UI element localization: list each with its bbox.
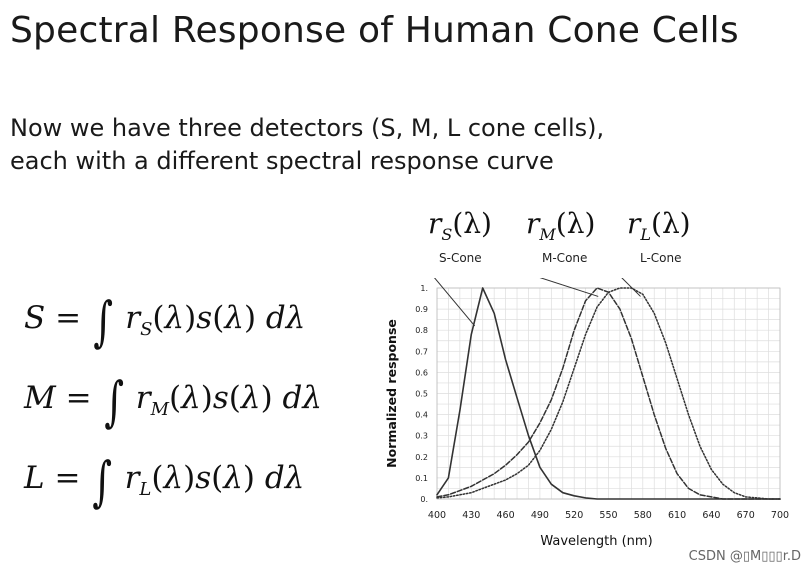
equals-sign: =: [65, 380, 92, 416]
y-tick-label: 0.7: [415, 347, 428, 356]
spectral-response-chart: 400 430 460 490 520 550 580 610 640 670 700 0. 0.1 0.…: [384, 278, 789, 549]
slide-subtitle: Now we have three detectors (S, M, L con…: [10, 112, 604, 178]
x-tick-label: 640: [702, 510, 720, 521]
y-axis-label: Normalized response: [384, 319, 399, 468]
series-line-l-cone: [436, 287, 781, 500]
formula-l: L = ∫ rL(λ)s(λ) dλ: [24, 450, 305, 513]
x-tick-label: 430: [462, 510, 480, 521]
y-tick-label: 0.: [420, 495, 428, 504]
formula-sub: M: [150, 399, 169, 420]
integral-sign-icon: ∫: [92, 450, 113, 513]
x-axis-label: Wavelength (nm): [540, 534, 652, 549]
label-leader-line: [434, 278, 476, 327]
y-tick-label: 0.4: [415, 411, 428, 420]
y-tick-label: 0.5: [415, 390, 428, 399]
x-tick-label: 460: [497, 510, 515, 521]
x-tick-label: 550: [599, 510, 617, 521]
watermark: CSDN @▯M▯▯▯r.D: [688, 549, 801, 564]
slide-title: Spectral Response of Human Cone Cells: [10, 10, 739, 51]
formula-lhs: M: [24, 380, 56, 416]
formula-lhs: S: [24, 300, 46, 336]
x-tick-label: 400: [428, 510, 446, 521]
cone-name-s: S-Cone: [439, 251, 482, 265]
y-tick-label: 0.3: [415, 432, 428, 441]
subtitle-line-2: each with a different spectral response …: [10, 147, 554, 175]
y-tick-label: 1.: [420, 284, 428, 293]
y-tick-label: 0.9: [415, 305, 428, 314]
response-label-l: rL(λ): [627, 207, 691, 244]
integral-sign-icon: ∫: [93, 290, 114, 353]
response-label-m: rM(λ): [526, 207, 596, 244]
x-tick-label: 610: [668, 510, 686, 521]
formula-s: S = ∫ rS(λ)s(λ) dλ: [24, 290, 306, 353]
response-label-s: rS(λ): [428, 207, 492, 244]
formula-sub: L: [139, 479, 152, 500]
x-tick-label: 670: [737, 510, 755, 521]
formula-lhs: L: [24, 460, 45, 496]
x-tick-label: 700: [771, 510, 789, 521]
formula-sub: S: [140, 319, 153, 340]
cone-name-l: L-Cone: [640, 251, 682, 265]
y-tick-label: 0.8: [415, 326, 428, 335]
x-tick-label: 520: [565, 510, 583, 521]
y-tick-label: 0.2: [415, 453, 428, 462]
equals-sign: =: [54, 460, 81, 496]
label-leader-line: [539, 278, 599, 297]
y-tick-label: 0.6: [415, 368, 428, 377]
x-tick-label: 490: [531, 510, 549, 521]
response-function-labels: rS(λ) rM(λ) rL(λ) S-Cone M-Cone L-Cone: [420, 207, 740, 277]
integral-sign-icon: ∫: [103, 370, 124, 433]
subtitle-line-1: Now we have three detectors (S, M, L con…: [10, 114, 605, 142]
cone-name-m: M-Cone: [542, 251, 588, 265]
formula-m: M = ∫ rM(λ)s(λ) dλ: [24, 370, 323, 433]
x-tick-label: 580: [634, 510, 652, 521]
y-tick-label: 0.1: [415, 474, 428, 483]
equals-sign: =: [55, 300, 82, 336]
label-leader-line: [621, 278, 641, 297]
